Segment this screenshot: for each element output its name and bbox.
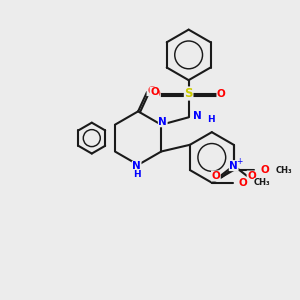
Text: N: N	[158, 117, 167, 127]
Text: O: O	[260, 165, 269, 175]
Text: O: O	[147, 85, 156, 96]
Text: H: H	[133, 170, 140, 179]
Text: N: N	[193, 111, 202, 121]
Text: O: O	[217, 88, 226, 98]
Text: N: N	[229, 160, 238, 171]
Text: CH₃: CH₃	[276, 166, 292, 175]
Text: CH₃: CH₃	[254, 178, 271, 187]
Text: S: S	[184, 87, 193, 100]
Text: O: O	[212, 171, 220, 181]
Text: O: O	[238, 178, 247, 188]
Text: N: N	[132, 161, 141, 171]
Text: O: O	[152, 88, 160, 98]
Text: O: O	[150, 87, 159, 97]
Text: H: H	[207, 115, 215, 124]
Text: O: O	[247, 171, 256, 181]
Text: −: −	[256, 175, 263, 184]
Text: +: +	[236, 157, 243, 166]
